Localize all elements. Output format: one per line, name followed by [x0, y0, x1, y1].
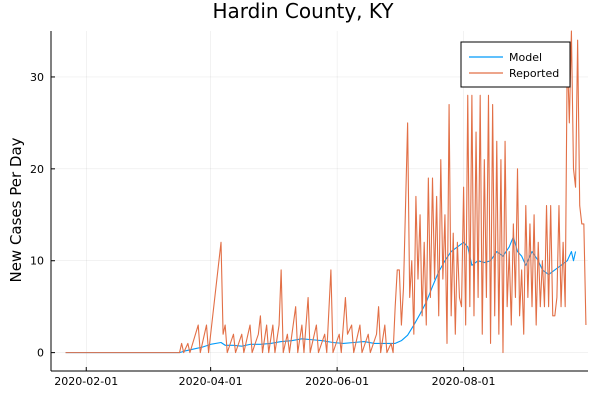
- legend-box: [460, 41, 571, 88]
- series-line-reported: [65, 30, 587, 354]
- y-tick-label: 20: [30, 163, 44, 176]
- chart-title: Hardin County, KY: [212, 0, 394, 23]
- x-tick-label: 2020-06-01: [305, 375, 369, 388]
- x-tick-label: 2020-08-01: [432, 375, 496, 388]
- legend-label-model: Model: [509, 51, 542, 64]
- x-tick-label: 2020-04-01: [179, 375, 243, 388]
- legend-label-reported: Reported: [509, 67, 559, 80]
- legend: Model Reported: [460, 41, 571, 88]
- axes: [50, 31, 588, 372]
- x-tick-label: 2020-02-01: [54, 375, 118, 388]
- y-tick-label: 0: [37, 347, 44, 360]
- y-axis-label: New Cases Per Day: [7, 137, 25, 282]
- series-lines: [65, 30, 587, 354]
- y-tick-label: 30: [30, 71, 44, 84]
- tick-labels: 2020-02-01 2020-04-01 2020-06-01 2020-08-01…: [30, 71, 496, 388]
- y-tick-label: 10: [30, 255, 44, 268]
